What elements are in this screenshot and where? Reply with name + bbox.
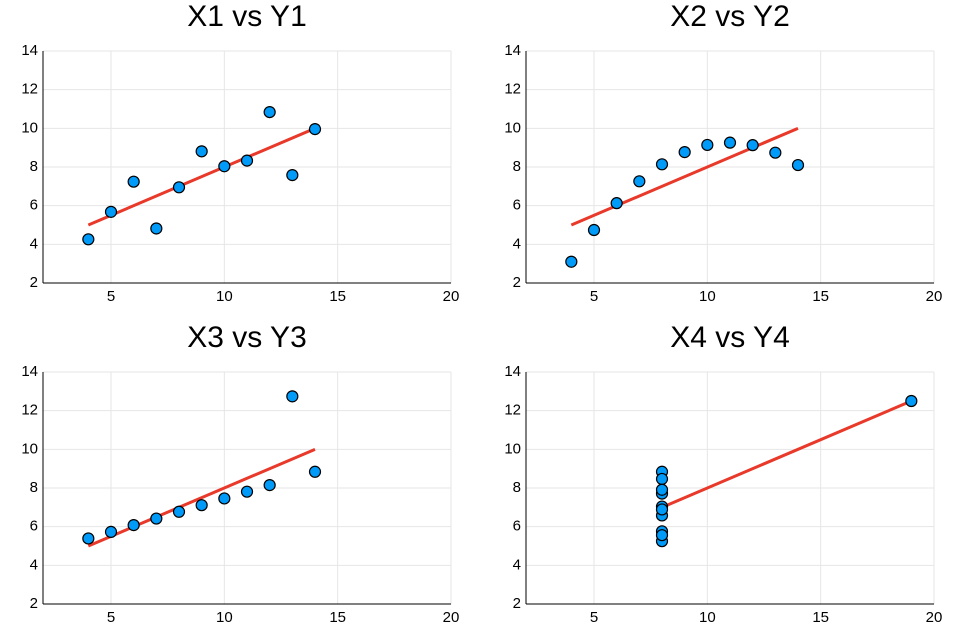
data-point xyxy=(240,154,254,167)
y-tick-label: 14 xyxy=(21,363,38,380)
data-point xyxy=(172,505,186,518)
x-tick-label: 20 xyxy=(443,288,460,305)
data-point xyxy=(587,223,601,237)
data-point xyxy=(150,222,163,235)
x-tick-label: 15 xyxy=(812,609,829,626)
data-point xyxy=(655,503,669,516)
data-point xyxy=(678,146,691,159)
y-tick-label: 2 xyxy=(513,274,521,291)
y-tick-label: 4 xyxy=(30,556,38,573)
data-point xyxy=(82,532,95,545)
data-point xyxy=(104,525,118,538)
y-tick-label: 12 xyxy=(21,402,38,419)
data-point xyxy=(240,485,254,498)
x-tick-label: 5 xyxy=(107,288,115,305)
data-point xyxy=(308,465,322,478)
x-tick-label: 10 xyxy=(699,288,716,305)
fit-line xyxy=(87,126,316,227)
y-tick-label: 4 xyxy=(513,556,521,573)
subplot: X1 vs Y1 2 4 6 8 10 12 14 5 10 15 20 xyxy=(21,0,459,305)
y-tick-label: 12 xyxy=(504,402,521,419)
subplot: X2 vs Y2 2 4 6 8 10 12 14 5 10 15 20 xyxy=(504,0,942,305)
subplot-title: X2 vs Y2 xyxy=(670,0,790,33)
subplot: X3 vs Y3 2 4 6 8 10 12 14 5 10 15 20 xyxy=(21,321,459,626)
data-point xyxy=(104,205,118,218)
x-tick-label: 15 xyxy=(329,609,346,626)
data-point xyxy=(82,233,95,246)
y-tick-label: 12 xyxy=(21,81,38,98)
y-tick-label: 14 xyxy=(504,363,521,380)
subplot-title: X3 vs Y3 xyxy=(187,321,307,354)
data-point xyxy=(769,146,782,159)
data-point xyxy=(286,169,299,182)
y-tick-label: 10 xyxy=(504,440,521,457)
y-tick-label: 10 xyxy=(504,119,521,136)
x-tick-label: 20 xyxy=(926,609,943,626)
data-point xyxy=(195,145,208,158)
data-point xyxy=(655,529,669,542)
y-tick-label: 6 xyxy=(513,518,521,535)
y-tick-label: 2 xyxy=(513,595,521,612)
subplot-title: X1 vs Y1 xyxy=(187,0,307,33)
data-point xyxy=(218,160,231,173)
subplot: X4 vs Y4 2 4 6 8 10 12 14 5 10 15 20 xyxy=(504,321,942,626)
subplot-title: X4 vs Y4 xyxy=(670,321,790,354)
y-tick-label: 6 xyxy=(30,518,38,535)
y-tick-label: 8 xyxy=(513,479,521,496)
data-point xyxy=(195,499,208,512)
fit-line xyxy=(87,447,316,548)
data-point xyxy=(565,255,578,268)
x-tick-label: 10 xyxy=(216,609,233,626)
y-tick-label: 8 xyxy=(513,158,521,175)
x-tick-label: 5 xyxy=(590,288,598,305)
data-point xyxy=(655,472,669,486)
data-point xyxy=(127,519,140,532)
data-point xyxy=(263,105,276,119)
x-tick-label: 20 xyxy=(926,288,943,305)
x-tick-label: 20 xyxy=(443,609,460,626)
y-tick-label: 10 xyxy=(21,440,38,457)
y-tick-label: 8 xyxy=(30,158,38,175)
data-point xyxy=(655,483,669,496)
y-tick-label: 2 xyxy=(30,595,38,612)
y-tick-label: 4 xyxy=(30,235,38,252)
y-tick-label: 4 xyxy=(513,235,521,252)
data-point xyxy=(308,123,322,136)
fit-line xyxy=(661,399,912,509)
data-point xyxy=(655,158,669,171)
data-point xyxy=(701,138,714,152)
data-point xyxy=(791,158,805,172)
data-point xyxy=(150,512,163,525)
x-tick-label: 10 xyxy=(216,288,233,305)
y-tick-label: 12 xyxy=(504,81,521,98)
x-tick-label: 5 xyxy=(107,609,115,626)
data-point xyxy=(723,136,737,149)
x-tick-label: 15 xyxy=(329,288,346,305)
y-tick-label: 8 xyxy=(30,479,38,496)
data-point xyxy=(286,390,299,403)
y-tick-label: 14 xyxy=(21,42,38,59)
y-tick-label: 2 xyxy=(30,274,38,291)
x-tick-label: 5 xyxy=(590,609,598,626)
x-tick-label: 15 xyxy=(812,288,829,305)
data-point xyxy=(172,181,186,194)
data-point xyxy=(218,492,231,505)
fit-line xyxy=(570,126,799,227)
y-tick-label: 6 xyxy=(513,197,521,214)
data-point xyxy=(746,139,759,152)
data-point xyxy=(905,394,918,408)
y-tick-label: 14 xyxy=(504,42,521,59)
y-tick-label: 6 xyxy=(30,197,38,214)
data-point xyxy=(633,175,646,188)
data-point xyxy=(127,175,140,188)
data-point xyxy=(610,197,623,210)
y-tick-label: 10 xyxy=(21,119,38,136)
data-point xyxy=(263,479,276,492)
x-tick-label: 10 xyxy=(699,609,716,626)
